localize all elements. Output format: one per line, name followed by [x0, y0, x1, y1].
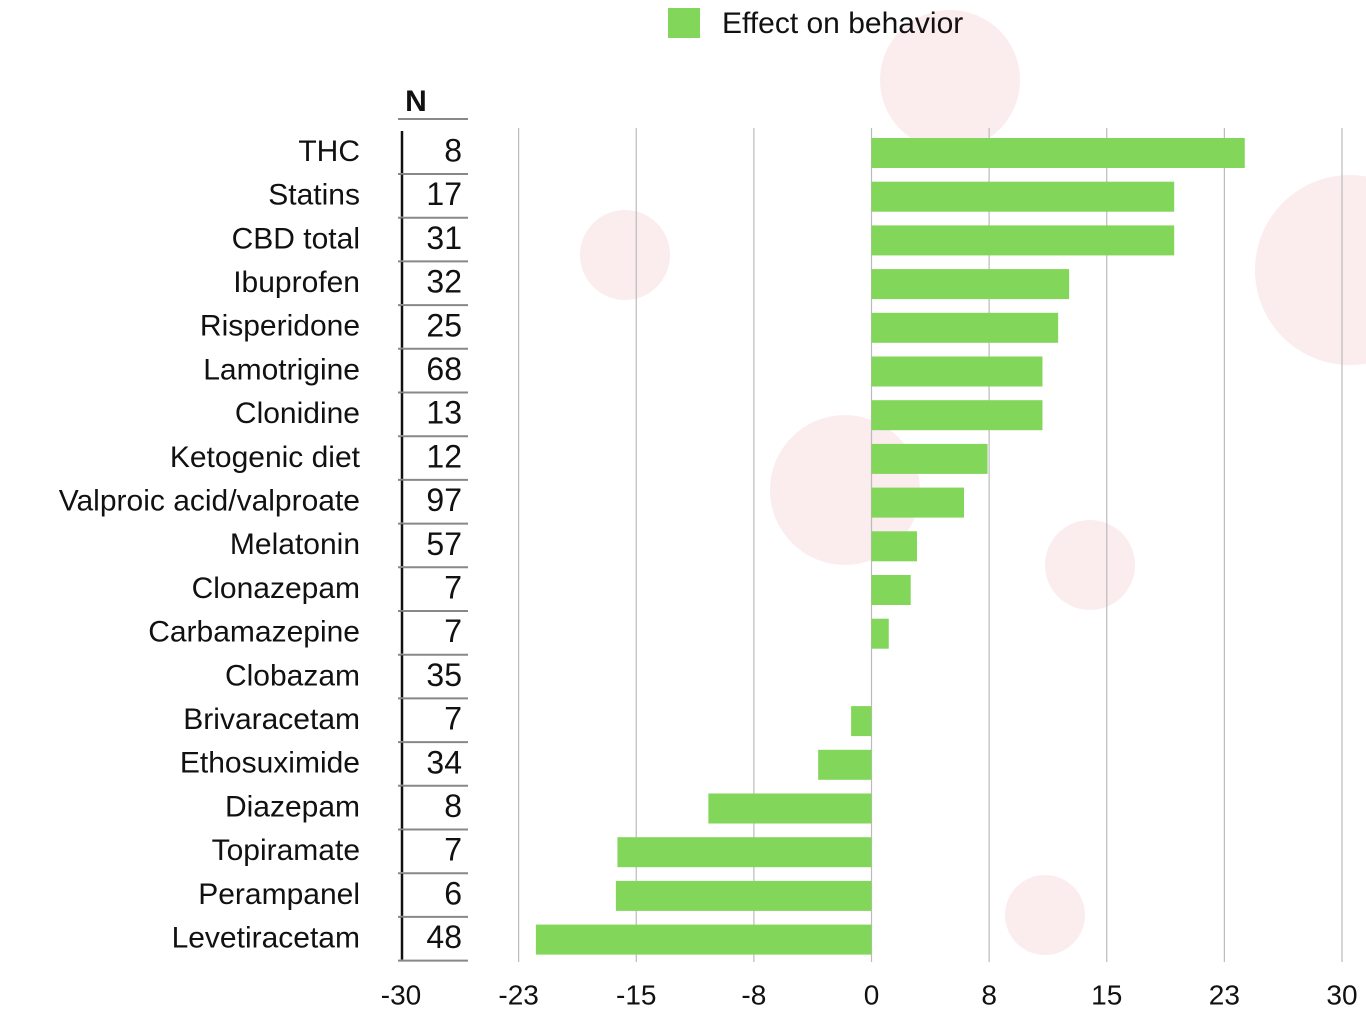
- n-value: 7: [444, 569, 462, 605]
- category-label: Melatonin: [230, 528, 360, 561]
- n-value: 31: [426, 220, 462, 256]
- n-value: 48: [426, 919, 462, 955]
- x-tick-label: -30: [381, 979, 421, 1010]
- x-tick-label: 23: [1209, 979, 1240, 1010]
- n-value: 8: [444, 788, 462, 824]
- bar: [871, 269, 1070, 300]
- bar: [871, 181, 1175, 212]
- x-tick-label: -23: [498, 979, 538, 1010]
- x-tick-label: 15: [1091, 979, 1122, 1010]
- bar: [708, 793, 872, 824]
- n-value: 7: [444, 613, 462, 649]
- category-label: Levetiracetam: [172, 922, 360, 955]
- n-value: 57: [426, 526, 462, 562]
- n-header: N: [405, 85, 427, 118]
- bar: [615, 880, 872, 911]
- bar: [871, 312, 1059, 343]
- n-value: 6: [444, 875, 462, 911]
- bar: [851, 706, 872, 737]
- x-tick-label: 0: [864, 979, 880, 1010]
- legend-swatch: [668, 8, 700, 38]
- category-label: Carbamazepine: [148, 616, 360, 649]
- x-tick-label: 30: [1326, 979, 1357, 1010]
- category-label: Diazepam: [225, 790, 360, 823]
- category-label: Lamotrigine: [203, 353, 360, 386]
- category-label: Ethosuximide: [180, 747, 360, 780]
- x-tick-label: 8: [981, 979, 997, 1010]
- category-label: Clobazam: [225, 659, 360, 692]
- bar: [871, 138, 1245, 168]
- category-label: Brivaracetam: [183, 703, 360, 736]
- category-label: Topiramate: [212, 834, 360, 867]
- category-label: Statins: [268, 179, 360, 212]
- n-value: 17: [426, 176, 462, 212]
- bar: [871, 400, 1043, 431]
- x-tick-label: -15: [616, 979, 656, 1010]
- bar: [871, 225, 1175, 256]
- legend-label: Effect on behavior: [722, 7, 963, 40]
- n-value: 32: [426, 264, 462, 300]
- n-value: 13: [426, 395, 462, 431]
- n-value: 7: [444, 701, 462, 737]
- n-value: 7: [444, 832, 462, 868]
- n-value: 8: [444, 132, 462, 168]
- bar: [818, 749, 872, 780]
- x-tick-label: -8: [741, 979, 766, 1010]
- bar: [871, 531, 917, 562]
- category-label: Clonazepam: [192, 572, 360, 605]
- bar: [617, 837, 872, 868]
- n-value: 34: [426, 744, 462, 780]
- category-label: Ibuprofen: [233, 266, 360, 299]
- category-label: Ketogenic diet: [170, 441, 361, 474]
- bar: [871, 443, 988, 474]
- n-value: 35: [426, 657, 462, 693]
- category-label: Clonidine: [235, 397, 360, 430]
- bar: [871, 487, 965, 518]
- category-label: THC: [298, 135, 360, 168]
- category-label: CBD total: [232, 222, 360, 255]
- bar: [871, 356, 1043, 387]
- category-label: Perampanel: [198, 878, 360, 911]
- n-value: 12: [426, 438, 462, 474]
- bar: [871, 575, 911, 605]
- bar: [535, 924, 872, 955]
- category-label: Risperidone: [200, 310, 360, 343]
- n-value: 25: [426, 307, 462, 343]
- n-value: 68: [426, 351, 462, 387]
- category-label: Valproic acid/valproate: [59, 485, 360, 518]
- bar: [871, 618, 889, 649]
- n-value: 97: [426, 482, 462, 518]
